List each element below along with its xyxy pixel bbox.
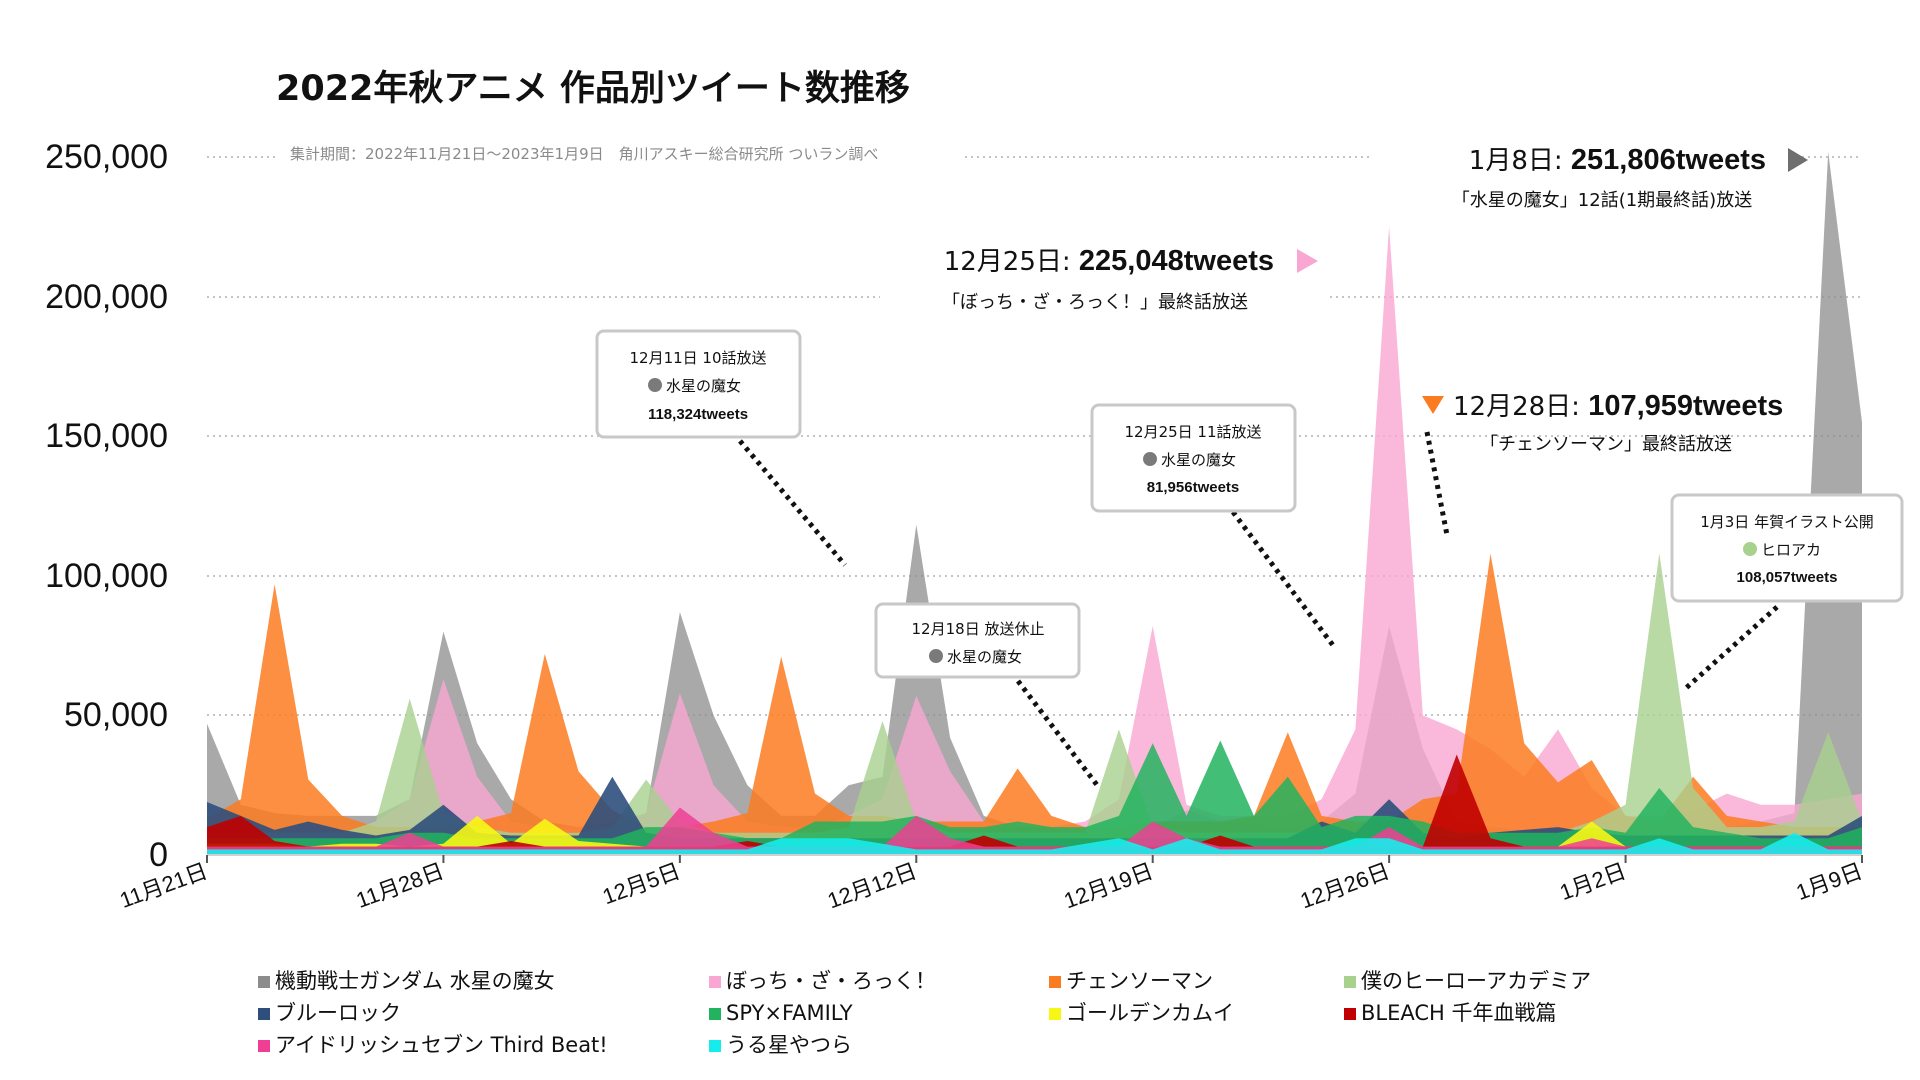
callout-jan3-series: ヒロアカ bbox=[1761, 541, 1821, 559]
callout-dec18-dot bbox=[929, 649, 943, 663]
callout-jan3-value: 108,057tweets bbox=[1737, 569, 1838, 586]
legend-swatch bbox=[258, 1040, 270, 1052]
legend-label: 僕のヒーローアカデミア bbox=[1361, 969, 1591, 993]
callout-dec25-title: 12月25日 11話放送 bbox=[1124, 423, 1261, 441]
peak-dec25-marker bbox=[1297, 249, 1318, 273]
legend-label: アイドリッシュセブン Third Beat! bbox=[275, 1033, 608, 1057]
series-area-5 bbox=[207, 740, 1862, 855]
legend-label: うる星やつら bbox=[726, 1033, 852, 1057]
series-area-9 bbox=[207, 832, 1862, 855]
legend-swatch bbox=[258, 976, 270, 988]
y-tick-label: 50,000 bbox=[64, 696, 168, 734]
x-tick-label: 12月19日 bbox=[1061, 858, 1157, 913]
callout-dec25-value: 81,956tweets bbox=[1147, 479, 1240, 496]
peak-jan8-unit: tweets bbox=[1676, 144, 1766, 176]
callout-jan3-title: 1月3日 年賀イラスト公開 bbox=[1700, 513, 1874, 531]
peak-dec25-unit: tweets bbox=[1184, 245, 1274, 277]
callout-jan3: 1月3日 年賀イラスト公開 ヒロアカ 108,057tweets bbox=[1670, 493, 1904, 690]
peak-annotation-dec25: 12月25日: 225,048tweets 「ぼっち・ざ・ろっく！」最終話放送 bbox=[942, 245, 1318, 313]
peak-annotation-jan8: 1月8日: 251,806tweets 「水星の魔女」12話(1期最終話)放送 bbox=[1452, 144, 1808, 211]
legend-swatch bbox=[709, 976, 721, 988]
callout-dec18-title: 12月18日 放送休止 bbox=[912, 620, 1045, 638]
y-tick-label: 0 bbox=[149, 836, 168, 874]
peak-dec28-date: 12月28日: bbox=[1453, 392, 1588, 422]
peak-jan8-desc: 「水星の魔女」12話(1期最終話)放送 bbox=[1452, 190, 1752, 211]
callout-dec18-leader bbox=[1016, 679, 1099, 787]
x-axis: 11月21日 11月28日 12月5日 12月12日 12月19日 12月26日 1月2日 1… bbox=[116, 855, 1866, 913]
legend-swatch bbox=[1049, 1008, 1061, 1020]
y-tick-label: 100,000 bbox=[45, 557, 168, 595]
legend-label: BLEACH 千年血戦篇 bbox=[1361, 1001, 1557, 1025]
callout-dec11-series: 水星の魔女 bbox=[666, 377, 741, 395]
chart-title: 2022年秋アニメ 作品別ツイート数推移 bbox=[276, 69, 910, 109]
legend-swatch bbox=[1344, 1008, 1356, 1020]
peak-dec25-desc: 「ぼっち・ざ・ろっく！」最終話放送 bbox=[942, 291, 1248, 313]
y-tick-label: 200,000 bbox=[45, 278, 168, 316]
callout-dec11-title: 12月11日 10話放送 bbox=[629, 349, 766, 367]
peak-dec28-unit: tweets bbox=[1693, 390, 1783, 422]
callout-jan3-box bbox=[1670, 493, 1904, 603]
legend-swatch bbox=[258, 1008, 270, 1020]
series-area-1 bbox=[207, 226, 1862, 855]
legend-label: SPY×FAMILY bbox=[726, 1001, 853, 1025]
peak-jan8-number: 251,806 bbox=[1571, 144, 1676, 176]
x-tick-label: 1月9日 bbox=[1793, 858, 1866, 905]
x-tick-label: 12月12日 bbox=[824, 858, 920, 913]
legend-swatch bbox=[1344, 976, 1356, 988]
callout-dec18-box bbox=[874, 602, 1081, 679]
x-tick-label: 11月28日 bbox=[353, 858, 447, 913]
legend-label: ブルーロック bbox=[275, 1001, 401, 1025]
legend-label: ゴールデンカムイ bbox=[1066, 1001, 1234, 1025]
legend-swatch bbox=[709, 1008, 721, 1020]
peak-dec25-number: 225,048 bbox=[1079, 245, 1184, 277]
callout-dec25-leader bbox=[1231, 510, 1337, 650]
peak-dec28-number: 107,959 bbox=[1588, 390, 1693, 422]
x-tick-label: 12月26日 bbox=[1297, 858, 1393, 913]
peak-jan8-date: 1月8日: bbox=[1469, 146, 1571, 176]
peak-annotation-dec28: 12月28日: 107,959tweets 「チェンソーマン」最終話放送 bbox=[1422, 390, 1783, 536]
series-area-6 bbox=[207, 815, 1862, 855]
callout-dec25-dot bbox=[1143, 452, 1157, 466]
peak-dec25-label: 12月25日: 225,048tweets bbox=[944, 245, 1274, 277]
legend-swatch bbox=[1049, 976, 1061, 988]
peak-dec25-date: 12月25日: bbox=[944, 247, 1079, 277]
y-tick-label: 250,000 bbox=[45, 138, 168, 176]
callout-dec11-leader bbox=[738, 439, 847, 567]
legend-swatch bbox=[709, 1040, 721, 1052]
callout-dec18: 12月18日 放送休止 水星の魔女 bbox=[874, 602, 1099, 787]
series-areas bbox=[207, 152, 1862, 855]
y-axis: 250,000 200,000 150,000 100,000 50,000 0 bbox=[45, 138, 168, 874]
x-tick-label: 12月5日 bbox=[599, 858, 683, 909]
peak-dec28-label: 12月28日: 107,959tweets bbox=[1453, 390, 1783, 422]
x-tick-label: 1月2日 bbox=[1556, 858, 1629, 905]
callout-dec11-value: 118,324tweets bbox=[648, 406, 748, 423]
callout-dec25-box bbox=[1090, 403, 1297, 513]
callout-dec11-box bbox=[595, 329, 802, 439]
legend-label: チェンソーマン bbox=[1066, 969, 1213, 993]
series-area-7 bbox=[207, 754, 1862, 855]
peak-dec28-leader bbox=[1424, 431, 1450, 536]
chart-subtitle: 集計期間：2022年11月21日〜2023年1月9日 角川アスキー総合研究所 つ… bbox=[290, 145, 878, 163]
callout-dec25-series: 水星の魔女 bbox=[1161, 451, 1236, 469]
callout-jan3-dot bbox=[1743, 542, 1757, 556]
callout-dec11-dot bbox=[648, 378, 662, 392]
peak-jan8-marker bbox=[1788, 148, 1808, 172]
peak-dec28-marker bbox=[1422, 396, 1444, 414]
callout-dec25: 12月25日 11話放送 水星の魔女 81,956tweets bbox=[1090, 403, 1337, 650]
peak-dec28-desc: 「チェンソーマン」最終話放送 bbox=[1480, 434, 1732, 455]
legend-label: 機動戦士ガンダム 水星の魔女 bbox=[275, 969, 555, 993]
callout-jan3-leader bbox=[1684, 605, 1779, 690]
callout-dec18-series: 水星の魔女 bbox=[947, 648, 1022, 666]
peak-jan8-label: 1月8日: 251,806tweets bbox=[1469, 144, 1766, 176]
callout-dec11: 12月11日 10話放送 水星の魔女 118,324tweets bbox=[595, 329, 847, 567]
legend-label: ぼっち・ざ・ろっく！ bbox=[726, 969, 936, 993]
series-area-3 bbox=[207, 553, 1862, 855]
y-tick-label: 150,000 bbox=[45, 417, 168, 455]
